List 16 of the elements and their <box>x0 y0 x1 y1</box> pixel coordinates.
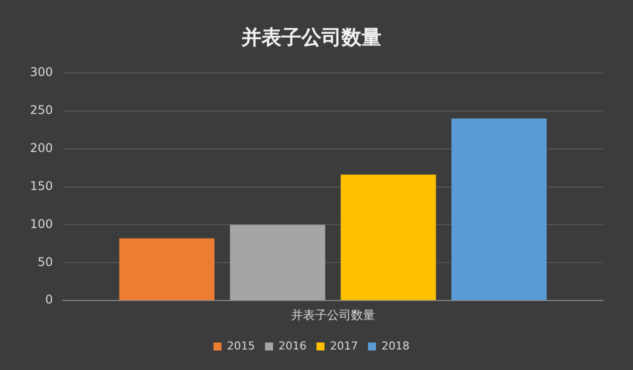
legend-label: 2017 <box>330 339 358 352</box>
y-tick-label: 200 <box>30 140 53 155</box>
y-tick-label: 150 <box>30 178 53 193</box>
y-tick-label: 50 <box>38 254 53 269</box>
bar <box>230 224 326 300</box>
chart-title: 并表子公司数量 <box>240 25 382 50</box>
legend-label: 2018 <box>381 339 410 352</box>
y-tick-label: 100 <box>30 216 53 231</box>
y-tick-label: 250 <box>30 103 53 118</box>
y-tick-label: 0 <box>45 292 53 307</box>
legend-label: 2015 <box>227 339 256 352</box>
bar <box>340 174 436 300</box>
legend-label: 2016 <box>278 339 307 352</box>
bar <box>451 118 547 300</box>
bar <box>119 238 214 300</box>
y-tick-label: 300 <box>30 65 53 80</box>
